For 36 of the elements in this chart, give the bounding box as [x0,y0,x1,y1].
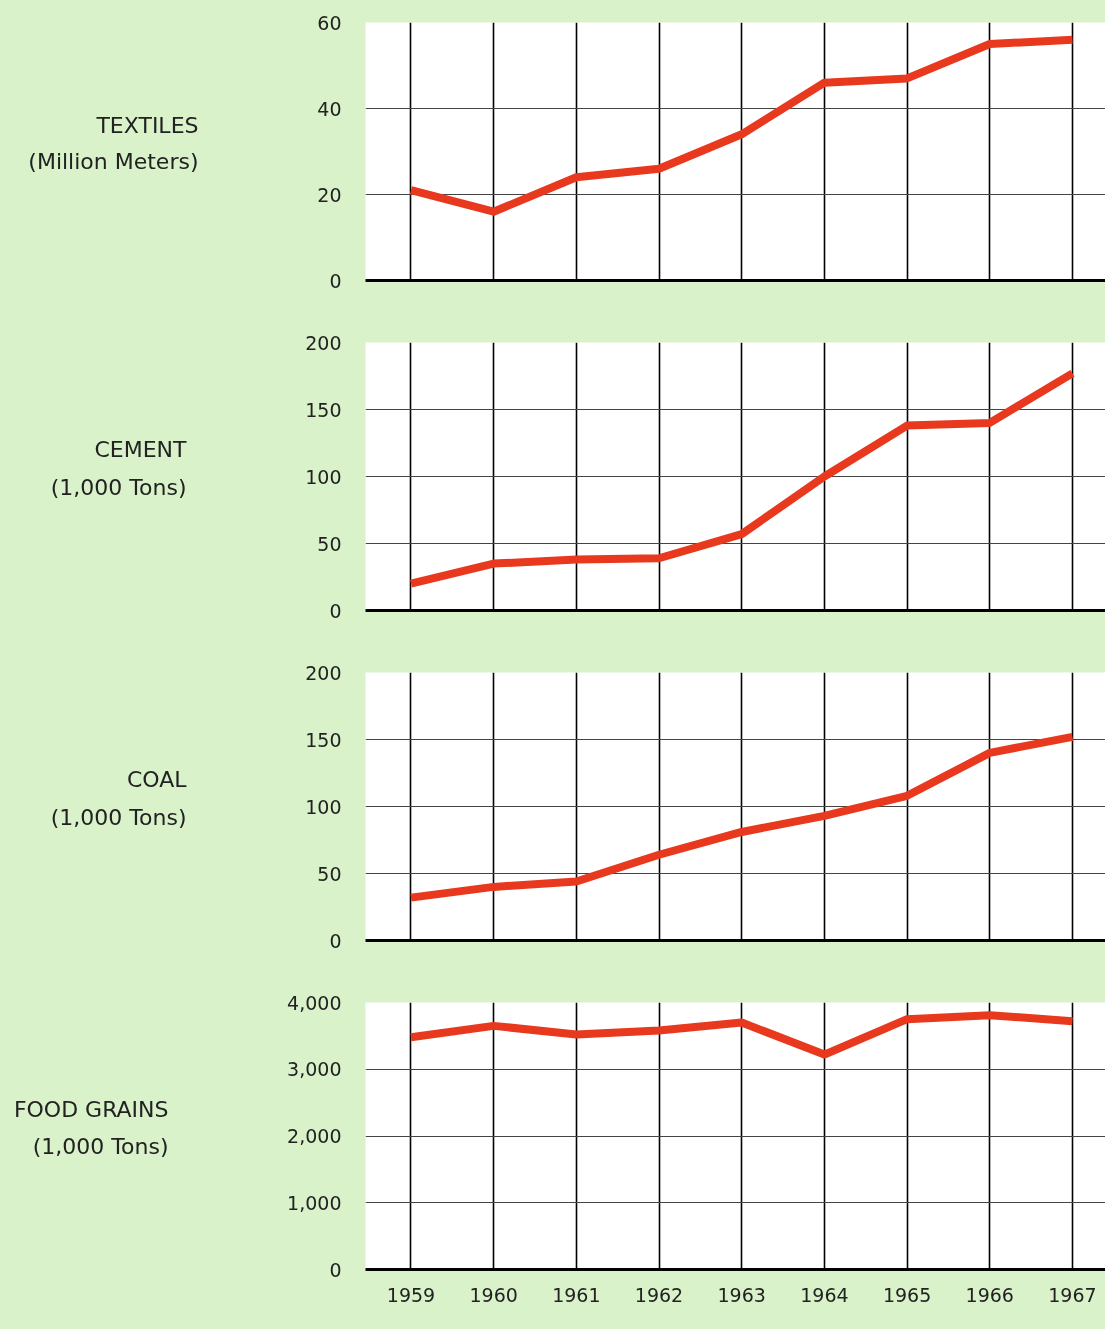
y-tick-label: 100 [305,465,342,488]
text: (1,000 Tons) [50,474,187,500]
x-tick-label: 1965 [882,1283,932,1306]
y-tick-label: 4,000 [287,991,342,1014]
y-tick-label: 100 [305,795,342,818]
y-tick-label: 1,000 [287,1191,342,1214]
y-tick-label: 0 [329,269,342,292]
y-tick-label: 0 [329,929,342,952]
text: (Million Meters) [28,149,199,175]
x-tick-label: 1959 [386,1283,436,1306]
text: FOOD GRAINS [13,1096,169,1122]
y-tick-label: 60 [317,11,342,34]
x-tick-label: 1967 [1048,1283,1097,1306]
x-tick-label: 1962 [634,1283,684,1306]
x-tick-label: 1963 [717,1283,766,1306]
x-tick-label: 1964 [800,1283,849,1306]
y-tick-label: 40 [317,97,342,120]
y-tick-label: 150 [305,398,342,421]
y-tick-label: 50 [317,532,342,555]
x-tick-label: 1960 [469,1283,518,1306]
x-tick-label: 1961 [552,1283,601,1306]
text: CEMENT [94,437,188,463]
text: COAL [126,767,188,793]
y-tick-label: 2,000 [287,1125,342,1147]
y-tick-label: 200 [305,661,342,684]
y-tick-label: 3,000 [287,1058,342,1081]
y-tick-label: 0 [329,599,342,622]
text: (1,000 Tons) [50,804,187,830]
text: TEXTILES [95,113,199,139]
y-tick-label: 150 [305,728,342,751]
y-tick-label: 50 [317,862,342,885]
x-tick-label: 1966 [965,1283,1014,1306]
y-tick-label: 20 [317,183,342,206]
text: (1,000 Tons) [32,1134,169,1160]
y-tick-label: 0 [329,1258,342,1281]
y-tick-label: 200 [305,331,342,354]
